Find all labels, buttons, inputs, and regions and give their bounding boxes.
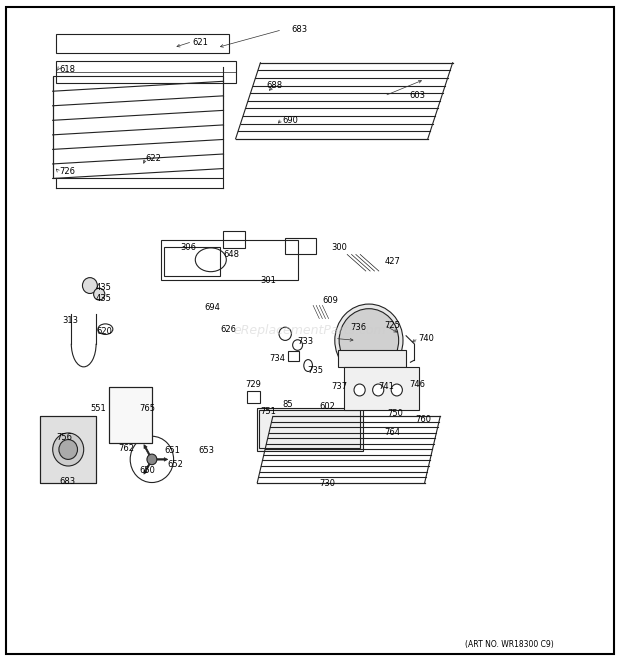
Ellipse shape [335, 304, 403, 377]
Bar [164, 247, 220, 276]
Text: 683: 683 [59, 477, 75, 486]
Ellipse shape [94, 288, 105, 300]
Text: 435: 435 [96, 294, 112, 303]
Text: 650: 650 [140, 466, 156, 475]
Ellipse shape [391, 384, 402, 396]
Bar [223, 231, 245, 248]
Text: 764: 764 [384, 428, 401, 438]
Text: 551: 551 [90, 404, 105, 413]
Bar [56, 34, 229, 53]
Text: 756: 756 [56, 433, 72, 442]
Text: 735: 735 [307, 366, 323, 375]
Text: 750: 750 [388, 408, 404, 418]
FancyArrowPatch shape [144, 445, 151, 457]
Text: 760: 760 [415, 415, 432, 424]
Text: 648: 648 [223, 250, 239, 259]
Text: 730: 730 [319, 479, 335, 488]
Text: 603: 603 [409, 91, 425, 100]
Text: 746: 746 [409, 380, 425, 389]
Ellipse shape [339, 309, 399, 372]
Text: 725: 725 [384, 321, 401, 330]
Bar [56, 61, 236, 83]
Text: (ART NO. WR18300 C9): (ART NO. WR18300 C9) [465, 640, 554, 649]
Text: 427: 427 [384, 256, 401, 266]
Text: 740: 740 [418, 334, 435, 343]
Text: eReplacementParts.com: eReplacementParts.com [234, 324, 386, 337]
Text: 736: 736 [350, 323, 366, 332]
Ellipse shape [59, 440, 78, 459]
Bar [344, 367, 418, 410]
Text: 435: 435 [96, 283, 112, 292]
Ellipse shape [147, 454, 157, 465]
Bar [247, 391, 260, 403]
Text: 751: 751 [260, 407, 277, 416]
Bar [257, 408, 363, 451]
Text: 688: 688 [267, 81, 283, 91]
Bar [40, 416, 96, 483]
Text: 620: 620 [96, 327, 112, 336]
Text: 313: 313 [62, 316, 78, 325]
Text: 726: 726 [59, 167, 75, 176]
Text: 653: 653 [198, 446, 215, 455]
Bar [108, 387, 152, 443]
Ellipse shape [82, 278, 97, 293]
Text: 621: 621 [192, 38, 208, 48]
Ellipse shape [354, 384, 365, 396]
Bar [288, 351, 299, 361]
Text: 652: 652 [167, 459, 184, 469]
Text: 741: 741 [378, 382, 394, 391]
Text: 737: 737 [332, 382, 348, 391]
Bar [108, 387, 152, 443]
Text: 602: 602 [319, 402, 335, 411]
Text: 651: 651 [164, 446, 180, 455]
Text: 694: 694 [205, 303, 221, 312]
Bar [338, 350, 406, 367]
Text: 733: 733 [298, 337, 314, 346]
Text: 622: 622 [146, 154, 162, 163]
Text: 765: 765 [140, 404, 156, 413]
Text: 626: 626 [220, 325, 236, 334]
FancyArrowPatch shape [144, 461, 151, 474]
Text: 734: 734 [270, 354, 286, 363]
Text: 683: 683 [291, 25, 308, 34]
Bar [53, 76, 223, 178]
Text: 609: 609 [322, 296, 339, 305]
Text: 85: 85 [282, 400, 293, 409]
Text: 306: 306 [180, 243, 196, 253]
Text: 762: 762 [118, 444, 134, 453]
Ellipse shape [373, 384, 384, 396]
Text: 300: 300 [332, 243, 348, 253]
Text: 729: 729 [245, 380, 261, 389]
Bar [285, 238, 316, 254]
Text: 618: 618 [59, 65, 75, 74]
Bar [40, 416, 96, 483]
Text: 690: 690 [282, 116, 298, 125]
Bar [161, 240, 298, 280]
FancyArrowPatch shape [154, 457, 168, 461]
Ellipse shape [53, 433, 84, 466]
Bar [259, 410, 360, 448]
Text: 301: 301 [260, 276, 277, 286]
